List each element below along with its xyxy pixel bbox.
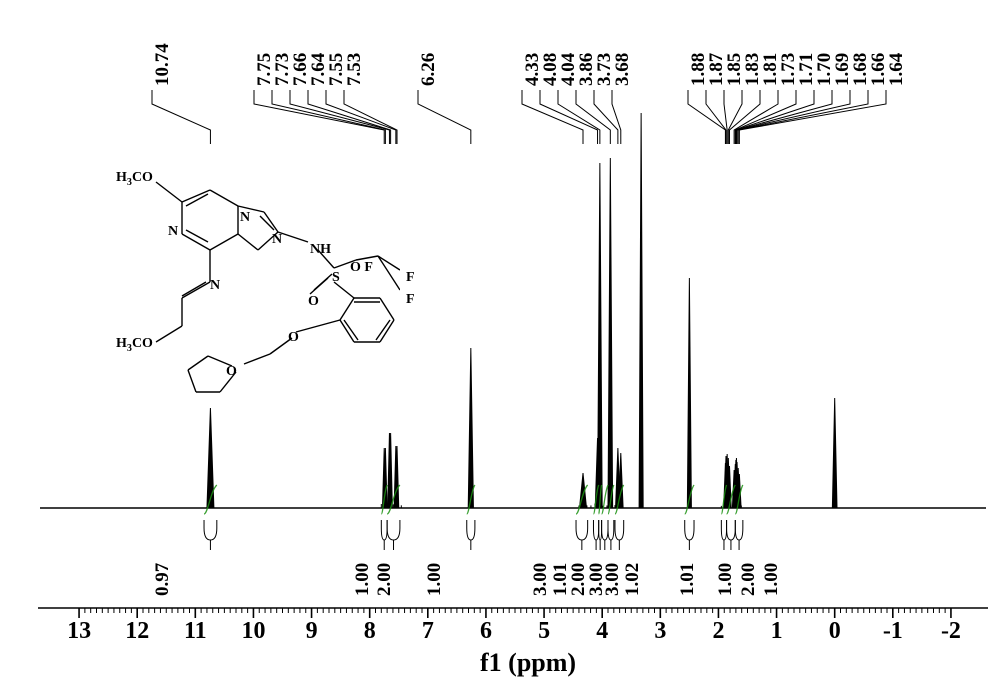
atom-N4: N (210, 278, 220, 294)
atom-F3: F (406, 292, 415, 308)
axis-tick-label: 8 (364, 618, 376, 645)
integral-value-label: 1.01 (677, 563, 699, 596)
axis-tick-label: -1 (883, 618, 903, 645)
integral-value-label: 2.00 (374, 563, 396, 596)
atom-O_dbl: O (308, 294, 319, 310)
axis-tick-label: 3 (654, 618, 666, 645)
axis-tick-label: 9 (306, 618, 318, 645)
axis-tick-label: 0 (829, 618, 841, 645)
atom-NH: NH (310, 242, 331, 258)
molecule-svg (110, 170, 400, 400)
atom-O_ether2: O (288, 330, 299, 346)
atom-F2: F (406, 270, 415, 286)
atom-H3CO_top: H3CO (116, 170, 153, 188)
axis-title: f1 (ppm) (480, 648, 576, 678)
axis-tick-label: 11 (184, 618, 207, 645)
integral-value-label: 3.00 (530, 563, 552, 596)
atom-N1: N (168, 224, 178, 240)
axis-tick-label: -2 (941, 618, 961, 645)
atom-O_ether1: O (226, 364, 237, 380)
nmr-figure: 10.747.757.737.667.647.557.536.264.334.0… (0, 0, 1000, 688)
integral-value-label: 0.97 (152, 563, 174, 596)
atom-OF: O F (350, 260, 373, 276)
axis-tick-label: 4 (596, 618, 608, 645)
axis-tick-label: 12 (125, 618, 149, 645)
integral-value-label: 1.00 (424, 563, 446, 596)
peak-ppm-label: 7.53 (344, 53, 366, 86)
peak-ppm-label: 6.26 (418, 53, 440, 86)
axis-tick-label: 1 (771, 618, 783, 645)
integral-value-label: 2.00 (738, 563, 760, 596)
integral-value-label: 1.00 (352, 563, 374, 596)
axis-tick-label: 6 (480, 618, 492, 645)
atom-N2: N (240, 210, 250, 226)
axis-tick-label: 5 (538, 618, 550, 645)
peak-ppm-label: 1.64 (886, 53, 908, 86)
axis-tick-label: 13 (67, 618, 91, 645)
peak-ppm-label: 10.74 (152, 43, 174, 86)
integral-value-label: 1.00 (761, 563, 783, 596)
axis-tick-label: 10 (241, 618, 265, 645)
peak-ppm-label: 3.68 (612, 53, 634, 86)
axis-tick-label: 7 (422, 618, 434, 645)
atom-N3: N (272, 232, 282, 248)
axis-tick-label: 2 (712, 618, 724, 645)
integral-value-label: 1.00 (715, 563, 737, 596)
atom-S: S (332, 270, 340, 286)
atom-H3CO_bot: H3CO (116, 336, 153, 354)
integral-value-label: 3.00 (602, 563, 624, 596)
integral-value-label: 1.02 (622, 563, 644, 596)
molecule-structure: H3CONNNNNHSOO FFFH3COOO (110, 170, 400, 400)
